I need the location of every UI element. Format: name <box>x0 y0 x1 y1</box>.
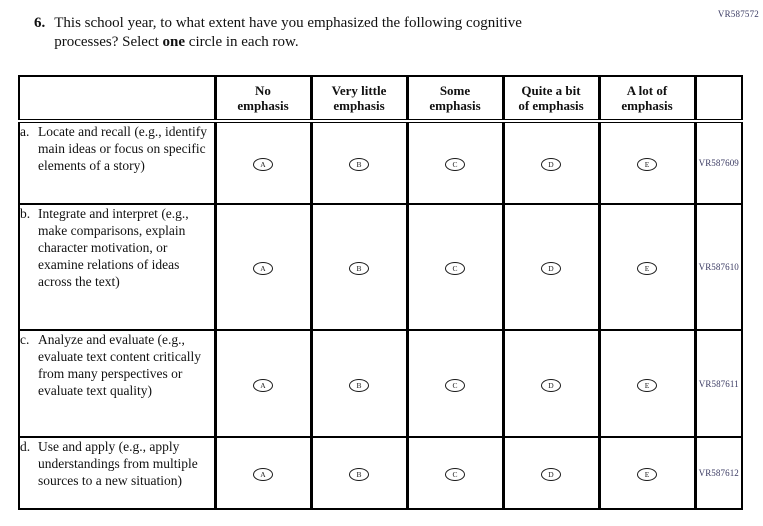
answer-bubble-e[interactable]: E <box>637 158 657 171</box>
answer-cell: C <box>405 329 505 438</box>
row-letter: a. <box>20 124 30 139</box>
question-text: This school year, to what extent have yo… <box>54 14 522 52</box>
column-header-line: emphasis <box>237 98 289 113</box>
answer-cell: A <box>213 120 313 205</box>
row-label-cell: b. Integrate and interpret (e.g., make co… <box>18 203 216 331</box>
answer-cell: C <box>405 203 505 331</box>
answer-cell: D <box>501 436 601 510</box>
emphasis-matrix-table: No emphasis Very little emphasis Some emphasi… <box>18 75 743 510</box>
answer-bubble-e[interactable]: E <box>637 468 657 481</box>
column-header: No emphasis <box>213 75 313 123</box>
question-line2-pre: processes? Select <box>54 34 163 50</box>
header-row: No emphasis Very little emphasis Some emphasi… <box>18 75 743 123</box>
column-header: Some emphasis <box>405 75 505 123</box>
column-header-line: A lot of <box>626 83 668 98</box>
row-letter: d. <box>20 439 31 454</box>
row-label: Integrate and interpret (e.g., make comp… <box>38 206 189 289</box>
column-header-line: emphasis <box>621 98 673 113</box>
answer-cell: A <box>213 203 313 331</box>
answer-cell: B <box>309 436 409 510</box>
column-header: Quite a bit of emphasis <box>501 75 601 123</box>
row-label: Use and apply (e.g., apply understanding… <box>38 439 198 488</box>
answer-cell: C <box>405 436 505 510</box>
row-label: Locate and recall (e.g., identify main i… <box>38 124 208 173</box>
column-header: Very little emphasis <box>309 75 409 123</box>
answer-bubble-c[interactable]: C <box>445 262 465 275</box>
column-header-line: Very little <box>331 83 387 98</box>
answer-bubble-e[interactable]: E <box>637 378 657 392</box>
question-block: 6. This school year, to what extent have… <box>34 14 522 52</box>
page-variable-code: VR587572 <box>717 9 759 19</box>
answer-cell: B <box>309 203 409 331</box>
answer-bubble-d[interactable]: D <box>541 378 561 392</box>
answer-cell: A <box>213 436 313 510</box>
column-header-line: of emphasis <box>518 98 584 113</box>
row-label-cell: c. Analyze and evaluate (e.g., evaluate t… <box>18 329 216 438</box>
answer-cell: D <box>501 329 601 438</box>
question-line2-post: circle in each row. <box>185 34 299 50</box>
answer-cell: E <box>597 436 697 510</box>
answer-bubble-a[interactable]: A <box>253 158 273 171</box>
answer-bubble-c[interactable]: C <box>445 378 465 392</box>
answer-cell: E <box>597 203 697 331</box>
table-row: d. Use and apply (e.g., apply understandi… <box>18 436 743 510</box>
answer-cell: A <box>213 329 313 438</box>
answer-cell: D <box>501 203 601 331</box>
answer-bubble-b[interactable]: B <box>349 158 369 171</box>
answer-bubble-a[interactable]: A <box>253 262 273 275</box>
answer-bubble-c[interactable]: C <box>445 158 465 171</box>
column-header-line: emphasis <box>429 98 481 113</box>
table-row: b. Integrate and interpret (e.g., make co… <box>18 203 743 331</box>
answer-cell: C <box>405 120 505 205</box>
question-line2-bold: one <box>162 34 186 50</box>
answer-bubble-d[interactable]: D <box>541 262 561 275</box>
row-code: VR587609 <box>694 120 743 205</box>
answer-bubble-e[interactable]: E <box>637 262 657 275</box>
row-letter: b. <box>20 206 31 221</box>
answer-bubble-b[interactable]: B <box>349 378 369 392</box>
row-label-cell: a. Locate and recall (e.g., identify main… <box>18 120 216 205</box>
answer-bubble-b[interactable]: B <box>349 262 369 275</box>
question-number: 6. <box>34 15 46 31</box>
answer-bubble-a[interactable]: A <box>253 378 273 392</box>
row-code: VR587612 <box>694 436 743 510</box>
answer-cell: E <box>597 120 697 205</box>
header-empty-right <box>694 75 743 123</box>
column-header-line: Quite a bit <box>521 83 581 98</box>
table-row: a. Locate and recall (e.g., identify main… <box>18 120 743 205</box>
answer-bubble-a[interactable]: A <box>253 468 273 481</box>
answer-bubble-d[interactable]: D <box>541 468 561 481</box>
question-line1: This school year, to what extent have yo… <box>54 15 522 31</box>
answer-bubble-c[interactable]: C <box>445 468 465 481</box>
row-letter: c. <box>20 332 30 347</box>
answer-bubble-d[interactable]: D <box>541 158 561 171</box>
column-header-line: emphasis <box>333 98 385 113</box>
header-empty-left <box>18 75 216 123</box>
row-label: Analyze and evaluate (e.g., evaluate tex… <box>38 332 202 398</box>
row-code: VR587610 <box>694 203 743 331</box>
answer-cell: E <box>597 329 697 438</box>
column-header: A lot of emphasis <box>597 75 697 123</box>
column-header-line: No <box>255 83 271 98</box>
answer-cell: B <box>309 329 409 438</box>
row-label-cell: d. Use and apply (e.g., apply understandi… <box>18 436 216 510</box>
row-code: VR587611 <box>694 329 743 438</box>
answer-cell: D <box>501 120 601 205</box>
answer-bubble-b[interactable]: B <box>349 468 369 481</box>
column-header-line: Some <box>439 83 471 98</box>
table-row: c. Analyze and evaluate (e.g., evaluate t… <box>18 329 743 438</box>
answer-cell: B <box>309 120 409 205</box>
